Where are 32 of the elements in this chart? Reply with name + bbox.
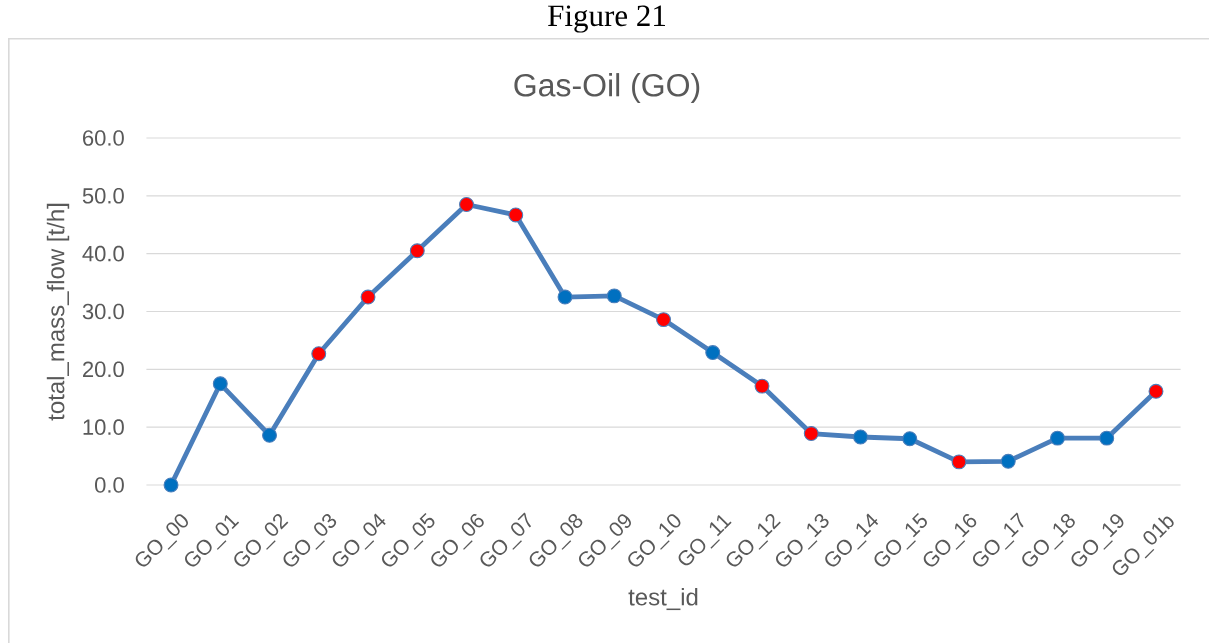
point — [262, 427, 277, 443]
point — [902, 431, 918, 447]
y-tick-label: 30.0 — [82, 303, 124, 320]
y-tick-label: 40.0 — [82, 245, 124, 262]
point — [1099, 430, 1115, 446]
point — [459, 197, 474, 212]
chart-title: Gas-Oil (GO) — [514, 73, 700, 103]
point — [508, 207, 524, 223]
point — [557, 289, 573, 305]
point — [360, 289, 376, 305]
point — [409, 243, 425, 259]
point — [754, 378, 770, 394]
point — [606, 288, 622, 304]
x-axis-title: test_id — [628, 587, 698, 611]
y-axis-title: total_mass_flow [t/h] — [46, 203, 70, 421]
caption: Figure 21 — [548, 5, 665, 33]
y-tick-label: 50.0 — [82, 188, 124, 204]
y-tick-label: 0.0 — [95, 477, 124, 493]
point — [705, 345, 721, 361]
y-tick-label: 10.0 — [83, 419, 124, 435]
point — [853, 429, 868, 445]
point — [212, 376, 228, 392]
point — [1000, 453, 1016, 469]
point — [1050, 430, 1065, 446]
point — [163, 477, 179, 493]
point — [803, 426, 819, 441]
point — [1148, 383, 1164, 399]
point — [656, 312, 671, 328]
y-tick-label: 20.0 — [83, 361, 124, 378]
y-tick-label: 60.0 — [83, 130, 124, 146]
point — [311, 346, 327, 362]
point — [951, 454, 967, 470]
